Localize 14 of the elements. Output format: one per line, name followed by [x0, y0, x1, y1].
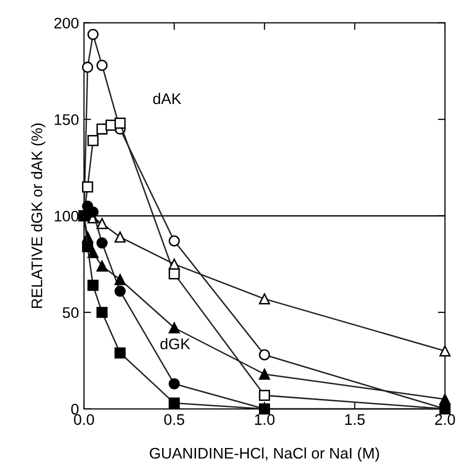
y-tick-label: 150: [54, 114, 79, 126]
x-tick-label: 1.5: [345, 414, 365, 425]
y-tick-label: 0: [71, 404, 79, 415]
x-tick-label: 0.5: [164, 414, 184, 425]
x-tick-label: 2.0: [435, 414, 455, 425]
annotation: dGK: [160, 338, 190, 350]
y-tick-label: 50: [62, 307, 79, 318]
x-tick-label: 1.0: [255, 414, 274, 425]
y-tick-label: 200: [54, 18, 79, 29]
x-axis-title: GUANIDINE-HCl, NaCl or NaI (M): [150, 447, 379, 462]
x-tick-label: 0.0: [74, 414, 94, 425]
y-axis-title: RELATIVE dGK or dAK (%): [31, 124, 46, 308]
annotation: dAK: [153, 92, 182, 104]
y-tick-label: 100: [54, 210, 79, 222]
